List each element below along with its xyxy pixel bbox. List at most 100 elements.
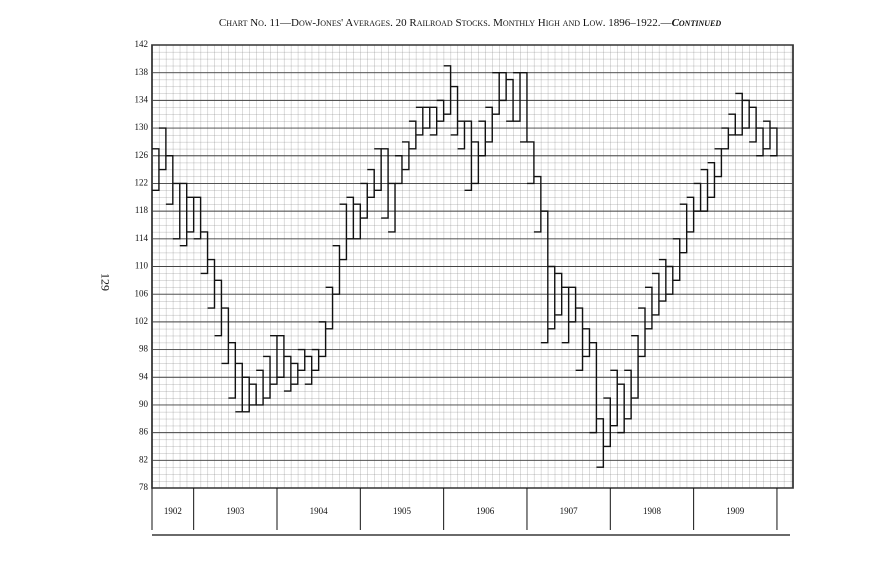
month-range <box>200 231 209 275</box>
month-range <box>735 92 743 136</box>
month-range <box>339 203 348 261</box>
month-range <box>554 272 563 316</box>
year-label: 1908 <box>643 506 662 516</box>
month-range <box>360 182 368 219</box>
month-range <box>422 106 431 129</box>
month-range <box>700 168 709 212</box>
month-range <box>297 348 306 372</box>
month-range <box>457 120 466 150</box>
y-tick-label: 130 <box>135 122 149 132</box>
month-range <box>728 113 736 136</box>
month-range <box>610 369 618 427</box>
month-range <box>763 120 771 150</box>
year-label: 1905 <box>393 506 412 516</box>
month-range <box>631 335 639 399</box>
month-range <box>290 362 299 385</box>
year-label: 1909 <box>726 506 745 516</box>
month-range <box>686 196 695 233</box>
month-range <box>617 383 625 434</box>
month-range <box>242 376 250 413</box>
y-tick-label: 94 <box>139 371 149 381</box>
y-tick-label: 86 <box>139 427 149 437</box>
year-label: 1907 <box>560 506 579 516</box>
month-range <box>707 161 716 198</box>
y-tick-label: 118 <box>135 205 149 215</box>
month-range <box>478 120 487 157</box>
month-range <box>443 65 452 115</box>
month-range <box>721 127 730 150</box>
month-range <box>311 348 320 372</box>
month-range <box>172 182 181 240</box>
month-range <box>367 168 375 198</box>
title-suffix: Continued <box>672 17 722 29</box>
month-range <box>186 196 195 233</box>
month-range <box>221 307 230 365</box>
month-range <box>520 71 528 143</box>
month-range <box>283 355 292 392</box>
y-tick-label: 82 <box>139 454 148 464</box>
month-range <box>561 286 570 344</box>
month-range <box>485 106 493 143</box>
month-range <box>770 127 778 157</box>
month-range <box>568 286 577 323</box>
month-range <box>450 85 459 136</box>
year-label: 1904 <box>310 506 329 516</box>
month-range <box>436 99 445 122</box>
y-tick-label: 106 <box>135 288 149 298</box>
y-tick-label: 98 <box>139 344 149 354</box>
month-range <box>471 141 480 185</box>
y-tick-label: 122 <box>135 178 149 188</box>
month-range <box>249 383 257 406</box>
month-range <box>464 120 473 192</box>
month-range <box>499 71 507 102</box>
month-range <box>547 265 556 330</box>
month-range <box>346 196 355 240</box>
month-range <box>624 369 632 420</box>
month-range <box>158 127 167 171</box>
y-tick-label: 114 <box>135 233 149 243</box>
y-tick-label: 110 <box>135 261 149 271</box>
month-range <box>540 210 549 344</box>
month-range <box>270 335 278 385</box>
chart-title: Chart No. 11—Dow-Jones' Averages. 20 Rai… <box>219 17 721 29</box>
month-range <box>596 418 605 468</box>
month-range <box>193 196 202 240</box>
month-range <box>693 182 702 212</box>
y-tick-label: 78 <box>139 482 149 492</box>
y-tick-label: 102 <box>135 316 149 326</box>
month-range <box>207 258 216 309</box>
month-range <box>506 78 514 122</box>
year-label: 1906 <box>476 506 495 516</box>
month-range <box>575 307 584 372</box>
month-range <box>415 106 424 136</box>
month-range <box>679 203 688 254</box>
month-range <box>325 286 334 330</box>
month-range <box>256 369 264 406</box>
month-range <box>589 341 598 434</box>
month-range <box>603 397 612 448</box>
month-range <box>749 106 757 143</box>
month-range <box>179 182 188 247</box>
page-number: 129 <box>98 273 112 291</box>
month-range <box>374 148 382 192</box>
title-main: Chart No. 11—Dow-Jones' Averages. 20 Rai… <box>219 17 673 29</box>
y-tick-label: 126 <box>135 150 149 160</box>
month-range <box>651 272 660 316</box>
month-range <box>526 141 535 185</box>
month-range <box>513 71 521 122</box>
month-range <box>235 362 243 413</box>
month-range <box>388 182 396 233</box>
month-range <box>332 245 341 295</box>
month-range <box>658 258 667 302</box>
month-range <box>353 203 362 240</box>
month-range <box>165 155 174 205</box>
month-range <box>533 175 542 233</box>
month-range <box>638 307 646 358</box>
year-label: 1903 <box>226 506 245 516</box>
month-range <box>714 148 723 178</box>
y-tick-label: 90 <box>139 399 149 409</box>
month-range <box>756 127 764 157</box>
year-label: 1902 <box>164 506 182 516</box>
